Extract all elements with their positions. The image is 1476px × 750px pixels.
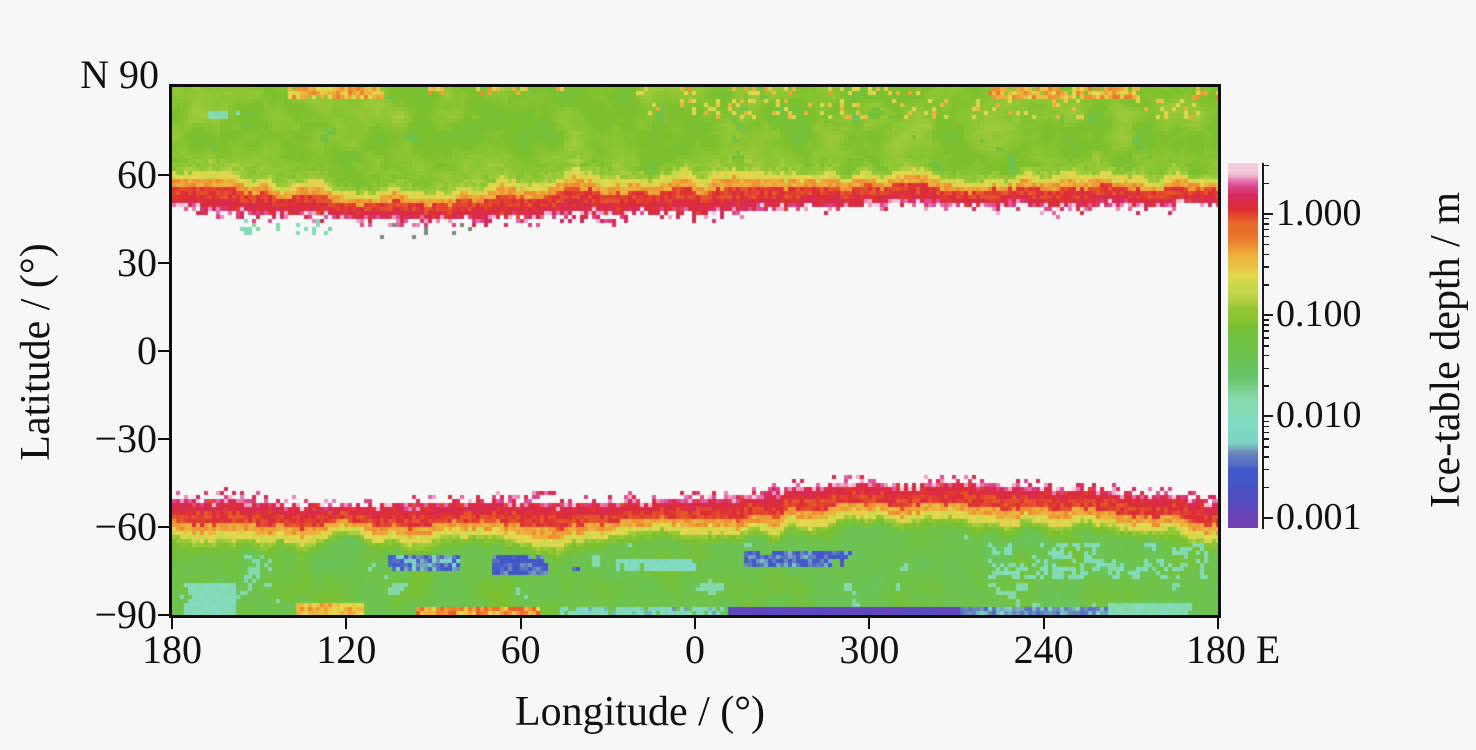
y-tick-mark — [158, 438, 170, 440]
colorbar-minor-tick — [1264, 266, 1269, 268]
colorbar-minor-tick — [1264, 235, 1269, 238]
plot-area — [169, 84, 1221, 618]
colorbar-minor-tick — [1264, 438, 1269, 440]
x-tick-label: 180 E — [1185, 627, 1281, 672]
y-tick-mark — [158, 350, 170, 352]
colorbar-minor-tick — [1264, 324, 1269, 326]
colorbar-minor-tick — [1264, 420, 1269, 423]
colorbar-minor-tick — [1264, 425, 1269, 428]
x-tick-label: 120 — [316, 627, 377, 672]
colorbar-tick-mark — [1264, 212, 1273, 215]
colorbar-axis-line — [1262, 163, 1264, 529]
x-tick-mark — [1042, 618, 1045, 629]
colorbar-minor-tick — [1264, 385, 1269, 387]
x-tick-mark — [694, 618, 696, 629]
x-tick-label: 0 — [685, 627, 705, 672]
colorbar-tick-mark — [1264, 516, 1273, 519]
y-tick-mark — [158, 262, 170, 264]
colorbar-minor-tick — [1264, 164, 1269, 167]
colorbar-minor-tick — [1264, 446, 1269, 448]
colorbar-minor-tick — [1264, 182, 1269, 185]
colorbar-minor-tick — [1264, 217, 1269, 220]
colorbar-minor-tick — [1264, 486, 1269, 489]
colorbar-minor-tick — [1264, 431, 1269, 434]
colorbar-tick-label: 1.000 — [1276, 191, 1362, 234]
y-tick-label: −30 — [94, 416, 157, 461]
colorbar-minor-tick — [1264, 456, 1269, 458]
colorbar-tick-mark — [1264, 415, 1273, 418]
colorbar-tick-label: 0.001 — [1276, 495, 1362, 538]
colorbar-minor-tick — [1264, 223, 1269, 225]
y-tick-label: 0 — [137, 328, 157, 373]
x-tick-mark — [519, 618, 522, 629]
x-tick-mark — [345, 618, 348, 629]
y-tick-label: 60 — [117, 152, 157, 197]
colorbar-minor-tick — [1264, 367, 1269, 370]
ice-table-depth-map — [172, 87, 1218, 615]
colorbar-minor-tick — [1264, 284, 1269, 286]
colorbar-gradient — [1228, 163, 1258, 528]
y-tick-label: 30 — [117, 240, 157, 285]
colorbar-tick-mark — [1264, 314, 1273, 317]
x-tick-label: 240 — [1013, 627, 1074, 672]
x-tick-mark — [1217, 618, 1219, 629]
colorbar-minor-tick — [1264, 253, 1269, 256]
y-tick-mark — [158, 174, 170, 176]
y-tick-label: −60 — [94, 504, 157, 549]
colorbar-tick-label: 0.010 — [1276, 394, 1362, 437]
colorbar-tick-label: 0.100 — [1276, 293, 1362, 336]
colorbar-minor-tick — [1264, 345, 1269, 347]
x-tick-mark — [868, 618, 871, 629]
colorbar-minor-tick — [1264, 228, 1269, 231]
x-tick-mark — [171, 618, 173, 629]
colorbar-minor-tick — [1264, 330, 1269, 332]
y-tick-label: −90 — [94, 592, 157, 637]
y-top-tick-label: N 90 — [80, 52, 159, 97]
y-tick-mark — [158, 614, 170, 616]
colorbar-minor-tick — [1264, 319, 1269, 321]
colorbar-minor-tick — [1264, 468, 1269, 471]
x-tick-label: 180 — [142, 627, 202, 672]
colorbar-minor-tick — [1264, 337, 1269, 339]
colorbar-minor-tick — [1264, 354, 1269, 357]
x-axis-title: Longitude / (°) — [514, 689, 766, 735]
colorbar-title: Ice-table depth / m — [1423, 191, 1469, 509]
colorbar-minor-tick — [1264, 243, 1269, 246]
x-tick-label: 300 — [839, 627, 900, 672]
x-tick-label: 60 — [500, 627, 541, 672]
y-tick-mark — [158, 526, 170, 528]
